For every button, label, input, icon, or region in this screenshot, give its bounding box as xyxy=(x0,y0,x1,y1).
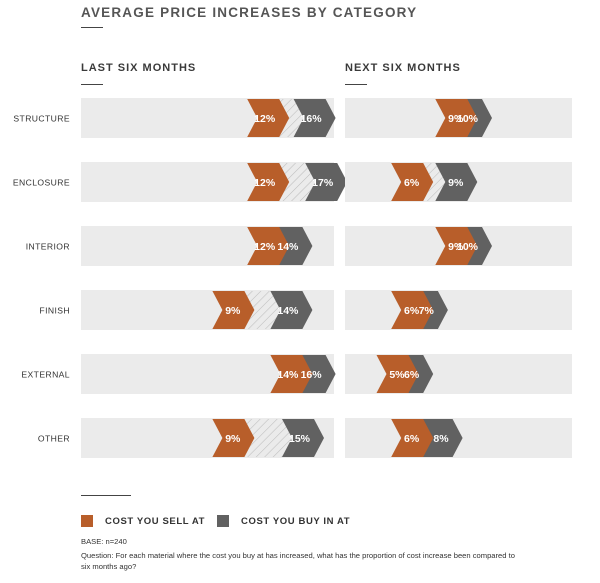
category-label-structure: STRUCTURE xyxy=(13,114,70,124)
bar-buy-last-enclosure xyxy=(305,163,348,201)
legend-label-buy: COST YOU BUY IN AT xyxy=(241,515,351,527)
panel-title-next: NEXT SIX MONTHS xyxy=(345,62,461,74)
bar-buy-last-finish xyxy=(270,291,313,329)
gap-hatch-last-finish xyxy=(244,291,281,329)
data-label-sell-last-other: 9% xyxy=(225,433,241,445)
bar-sell-last-interior xyxy=(247,227,290,265)
data-label-sell-last-interior: 12% xyxy=(254,241,276,253)
data-label-sell-next-enclosure: 6% xyxy=(404,177,420,189)
legend-swatch-sell xyxy=(81,515,93,527)
data-label-buy-next-enclosure: 9% xyxy=(448,177,464,189)
question-note: Question: For each material where the co… xyxy=(81,551,515,571)
bar-sell-last-finish xyxy=(212,291,255,329)
gap-hatch-last-enclosure xyxy=(279,163,316,201)
bar-sell-next-interior xyxy=(435,227,478,265)
panel-rule-last xyxy=(81,84,103,85)
bar-sell-last-structure xyxy=(247,99,290,137)
data-label-sell-last-structure: 12% xyxy=(254,113,276,125)
legend-label-sell: COST YOU SELL AT xyxy=(105,515,206,527)
bar-sell-next-structure xyxy=(435,99,478,137)
row-track-next-finish xyxy=(345,290,572,330)
data-label-buy-next-finish: 7% xyxy=(419,305,435,317)
data-label-buy-last-enclosure: 17% xyxy=(312,177,334,189)
legend-swatch-buy xyxy=(217,515,229,527)
legend-rule xyxy=(81,495,131,496)
title-rule xyxy=(81,27,103,28)
category-label-other: OTHER xyxy=(38,434,70,444)
data-label-sell-next-finish: 6% xyxy=(404,305,420,317)
data-label-buy-last-finish: 14% xyxy=(277,305,299,317)
bar-sell-next-enclosure xyxy=(391,163,434,201)
data-label-sell-last-finish: 9% xyxy=(225,305,241,317)
bar-sell-next-other xyxy=(391,419,434,457)
data-label-buy-last-other: 15% xyxy=(289,433,311,445)
data-label-sell-next-interior: 9% xyxy=(448,241,464,253)
bar-sell-next-finish xyxy=(391,291,434,329)
category-label-external: EXTERNAL xyxy=(21,370,70,380)
category-label-finish: FINISH xyxy=(39,306,70,316)
data-label-buy-last-interior: 14% xyxy=(277,241,299,253)
row-track-next-external xyxy=(345,354,572,394)
category-label-interior: INTERIOR xyxy=(26,242,70,252)
data-label-buy-next-other: 8% xyxy=(433,433,449,445)
gap-hatch-next-enclosure xyxy=(423,163,446,201)
bar-buy-last-other xyxy=(282,419,324,457)
data-label-sell-next-external: 5% xyxy=(389,369,405,381)
bar-sell-last-enclosure xyxy=(247,163,290,201)
data-label-buy-next-structure: 10% xyxy=(457,113,479,125)
data-label-sell-next-other: 6% xyxy=(404,433,420,445)
gap-hatch-last-other xyxy=(244,419,292,457)
panel-rule-next xyxy=(345,84,367,85)
data-label-buy-next-external: 6% xyxy=(404,369,420,381)
base-note: BASE: n=240 xyxy=(81,537,127,546)
bar-sell-last-external xyxy=(270,355,313,393)
data-label-buy-last-structure: 16% xyxy=(301,113,323,125)
category-label-enclosure: ENCLOSURE xyxy=(13,178,70,188)
bar-sell-last-other xyxy=(212,419,255,457)
data-label-buy-next-interior: 10% xyxy=(457,241,479,253)
bar-sell-next-external xyxy=(376,355,419,393)
arrow-chart: STRUCTURE 12% 16% 9%10%ENCLOSURE 12% 17% 6% 9%I… xyxy=(13,98,572,458)
chart-title: AVERAGE PRICE INCREASES BY CATEGORY xyxy=(81,5,418,20)
bar-buy-last-structure xyxy=(293,99,336,137)
bar-buy-next-other xyxy=(420,419,463,457)
legend-item-buy: COST YOU BUY IN AT xyxy=(217,514,350,528)
data-label-sell-last-enclosure: 12% xyxy=(254,177,276,189)
legend-item-sell: COST YOU SELL AT xyxy=(81,514,205,528)
panel-title-last: LAST SIX MONTHS xyxy=(81,62,197,74)
data-label-sell-last-external: 14% xyxy=(277,369,299,381)
data-label-sell-next-structure: 9% xyxy=(448,113,464,125)
gap-hatch-last-structure xyxy=(279,99,304,137)
bar-buy-next-enclosure xyxy=(435,163,478,201)
data-label-buy-last-external: 16% xyxy=(301,369,323,381)
